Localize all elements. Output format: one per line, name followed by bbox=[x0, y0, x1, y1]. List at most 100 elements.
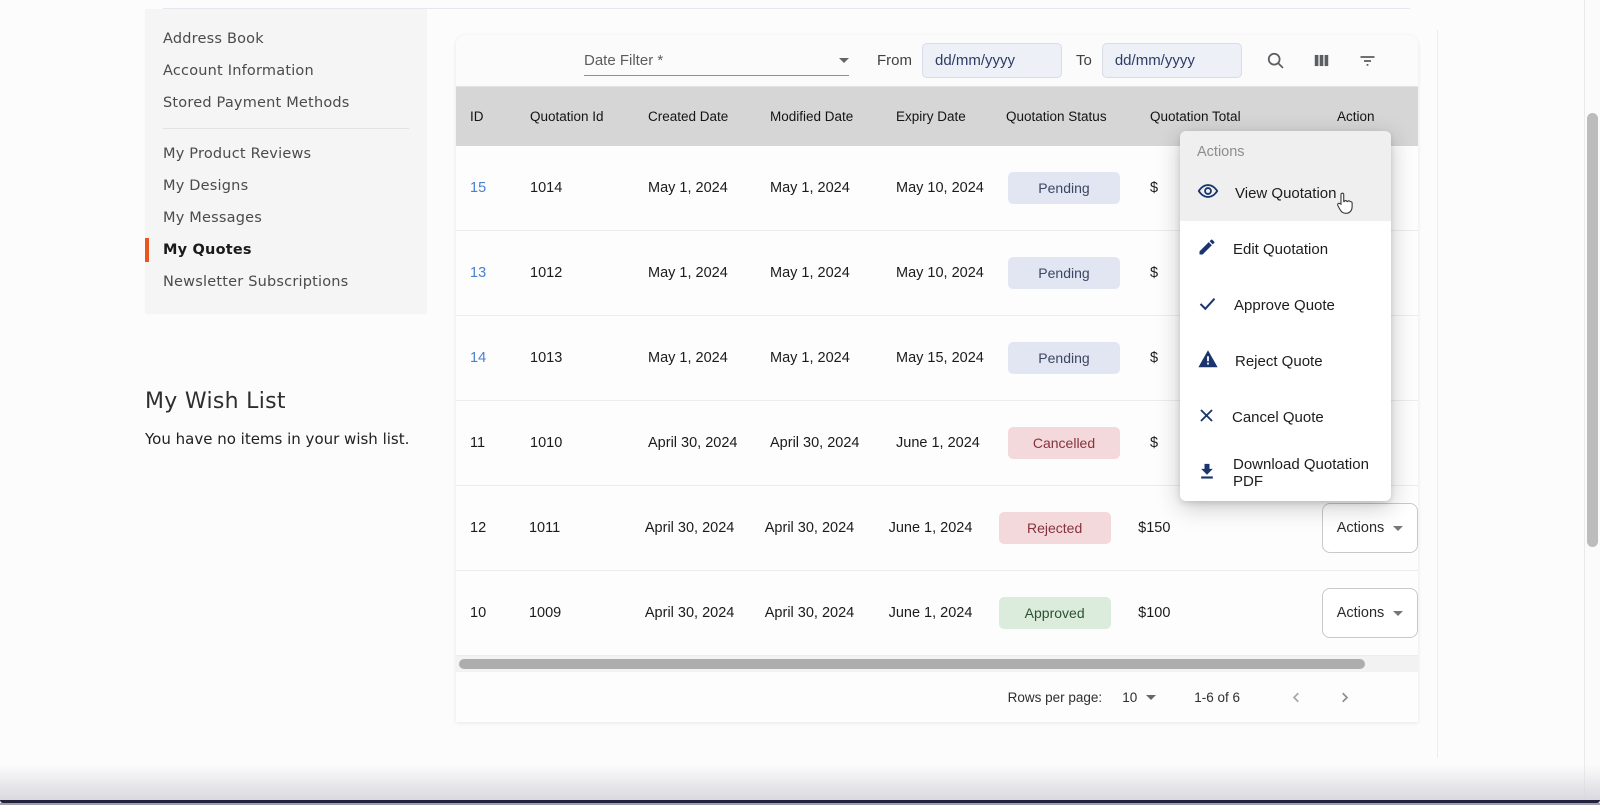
check-icon bbox=[1197, 293, 1218, 318]
cell-id[interactable]: 15 bbox=[470, 180, 487, 196]
wishlist-empty-text: You have no items in your wish list. bbox=[145, 430, 410, 448]
cell-created-date: April 30, 2024 bbox=[644, 520, 735, 536]
menu-item-approve-quote[interactable]: Approve Quote bbox=[1180, 277, 1391, 333]
wishlist-section: My Wish List You have no items in your w… bbox=[145, 389, 475, 448]
cell-quotation-total: $150 bbox=[1138, 520, 1171, 536]
date-filter-select[interactable]: Date Filter * bbox=[584, 46, 849, 76]
horizontal-scrollbar[interactable] bbox=[456, 656, 1418, 672]
vertical-scrollbar[interactable] bbox=[1584, 0, 1600, 805]
row-actions-button-label: Actions bbox=[1336, 520, 1385, 536]
search-icon[interactable] bbox=[1264, 49, 1288, 73]
cell-expiry-date: May 15, 2024 bbox=[896, 350, 984, 366]
cell-expiry-date: June 1, 2024 bbox=[888, 605, 973, 621]
pagination-bar: Rows per page: 10 1-6 of 6 bbox=[456, 672, 1418, 722]
cell-quotation-total: $ bbox=[1150, 350, 1159, 366]
sidebar-item-label: Account Information bbox=[163, 63, 314, 79]
cell-quotation-status: Cancelled bbox=[1006, 427, 1150, 459]
status-badge: Cancelled bbox=[1008, 427, 1120, 459]
sidebar-item-label: My Designs bbox=[163, 178, 249, 194]
horizontal-scrollbar-thumb[interactable] bbox=[459, 659, 1365, 669]
cell-expiry-date: May 10, 2024 bbox=[896, 265, 984, 281]
vertical-scrollbar-thumb[interactable] bbox=[1587, 113, 1598, 547]
menu-item-edit-quotation[interactable]: Edit Quotation bbox=[1180, 221, 1391, 277]
cell-id[interactable]: 13 bbox=[470, 265, 487, 281]
row-actions-button[interactable]: Actions bbox=[1321, 503, 1418, 553]
cell-created-date: April 30, 2024 bbox=[644, 605, 735, 621]
cell-quotation-total: $100 bbox=[1138, 605, 1171, 621]
column-header-total: Quotation Total bbox=[1150, 109, 1241, 124]
cell-quotation-status: Approved bbox=[997, 597, 1138, 629]
status-badge: Rejected bbox=[998, 512, 1111, 544]
cell-expiry-date: June 1, 2024 bbox=[896, 435, 980, 451]
eye-icon bbox=[1197, 180, 1219, 206]
sidebar-item-label: Newsletter Subscriptions bbox=[163, 274, 349, 290]
top-divider bbox=[163, 8, 1410, 9]
cell-created-date: May 1, 2024 bbox=[648, 180, 728, 196]
download-icon bbox=[1197, 461, 1217, 485]
menu-item-download-quotation-pdf[interactable]: Download Quotation PDF bbox=[1180, 445, 1391, 501]
menu-item-label: View Quotation bbox=[1235, 184, 1337, 202]
next-page-button[interactable] bbox=[1332, 685, 1356, 709]
to-date-input[interactable] bbox=[1101, 43, 1242, 78]
actions-menu: Actions View Quotation Edit Quotation Appr… bbox=[1180, 131, 1391, 501]
window-bottom-edge bbox=[0, 800, 1600, 803]
cell-created-date: May 1, 2024 bbox=[648, 265, 728, 281]
cell-quotation-id: 1010 bbox=[530, 435, 563, 451]
sidebar-item-stored-payment-methods[interactable]: Stored Payment Methods bbox=[145, 87, 427, 119]
actions-menu-header: Actions bbox=[1180, 131, 1391, 165]
sidebar-item-my-product-reviews[interactable]: My Product Reviews bbox=[145, 138, 427, 170]
sidebar-divider bbox=[163, 128, 409, 129]
rows-per-page-select[interactable]: 10 bbox=[1122, 690, 1157, 705]
cursor-pointer-icon bbox=[1334, 191, 1355, 220]
quotes-table-card: Date Filter * From To ID Quotation Id Crea… bbox=[456, 35, 1418, 722]
content-right-divider bbox=[1437, 30, 1438, 758]
cell-action: Actions bbox=[1315, 588, 1418, 638]
sidebar-item-my-messages[interactable]: My Messages bbox=[145, 202, 427, 234]
cell-id: 12 bbox=[470, 520, 487, 536]
cell-quotation-id: 1009 bbox=[528, 605, 562, 621]
sidebar-item-my-designs[interactable]: My Designs bbox=[145, 170, 427, 202]
cell-quotation-total: $ bbox=[1150, 265, 1159, 281]
window-bottom-shadow bbox=[0, 765, 1600, 801]
wishlist-title: My Wish List bbox=[145, 389, 286, 414]
cell-quotation-id: 1014 bbox=[530, 180, 563, 196]
column-header-created: Created Date bbox=[648, 109, 729, 124]
sidebar-item-my-quotes[interactable]: My Quotes bbox=[145, 234, 427, 266]
menu-item-label: Cancel Quote bbox=[1232, 408, 1324, 426]
pagination-range: 1-6 of 6 bbox=[1194, 689, 1240, 705]
row-actions-button[interactable]: Actions bbox=[1321, 588, 1418, 638]
cell-id: 11 bbox=[470, 435, 486, 451]
date-filter-label: Date Filter * bbox=[584, 51, 664, 69]
chevron-down-icon bbox=[1393, 610, 1404, 616]
cell-quotation-total: $ bbox=[1150, 180, 1159, 196]
view-columns-icon[interactable] bbox=[1310, 49, 1334, 73]
cell-modified-date: May 1, 2024 bbox=[770, 265, 850, 281]
menu-item-cancel-quote[interactable]: Cancel Quote bbox=[1180, 389, 1391, 445]
column-header-id: ID bbox=[470, 109, 484, 124]
menu-item-reject-quote[interactable]: Reject Quote bbox=[1180, 333, 1391, 389]
cell-expiry-date: May 10, 2024 bbox=[896, 180, 984, 196]
sidebar-item-label: Stored Payment Methods bbox=[163, 95, 350, 111]
sidebar-item-label: My Product Reviews bbox=[163, 146, 312, 162]
cell-quotation-status: Pending bbox=[1006, 342, 1150, 374]
sidebar-item-newsletter-subscriptions[interactable]: Newsletter Subscriptions bbox=[145, 266, 427, 298]
from-date-input[interactable] bbox=[922, 43, 1062, 78]
sidebar-item-label: My Quotes bbox=[163, 242, 252, 258]
column-header-qid: Quotation Id bbox=[530, 109, 604, 124]
to-label: To bbox=[1076, 52, 1092, 69]
cell-created-date: May 1, 2024 bbox=[648, 350, 728, 366]
from-label: From bbox=[877, 52, 912, 69]
column-header-modified: Modified Date bbox=[770, 109, 854, 124]
column-header-expiry: Expiry Date bbox=[896, 109, 966, 124]
cell-id[interactable]: 14 bbox=[470, 350, 487, 366]
table-body: 15 1014 May 1, 2024 May 1, 2024 May 10, 2024… bbox=[456, 146, 1418, 656]
cell-quotation-id: 1012 bbox=[530, 265, 563, 281]
menu-item-view-quotation[interactable]: View Quotation bbox=[1180, 165, 1391, 221]
table-filter-bar: Date Filter * From To bbox=[456, 35, 1418, 87]
cell-expiry-date: June 1, 2024 bbox=[888, 520, 973, 536]
sidebar-item-account-information[interactable]: Account Information bbox=[145, 55, 427, 87]
sidebar-item-address-book[interactable]: Address Book bbox=[145, 23, 427, 55]
cell-quotation-status: Pending bbox=[1006, 257, 1150, 289]
filter-list-icon[interactable] bbox=[1356, 49, 1380, 73]
previous-page-button[interactable] bbox=[1284, 685, 1308, 709]
